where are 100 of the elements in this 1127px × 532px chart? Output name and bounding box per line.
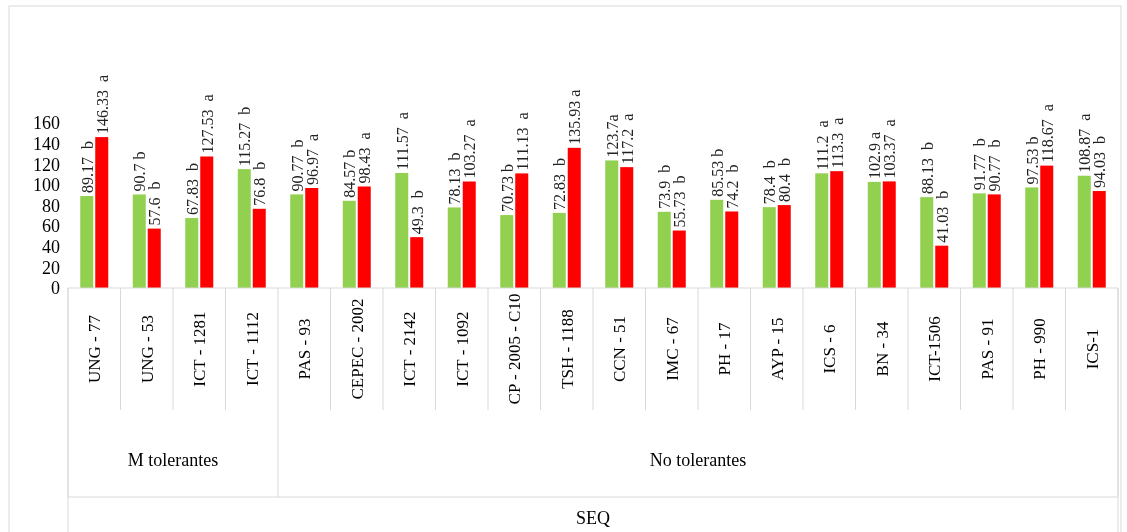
- bar: [815, 173, 829, 288]
- y-tick-label: 60: [42, 216, 60, 237]
- x-tick-label: ICS - 6: [820, 324, 840, 374]
- x-tick-label: TSH - 1188: [557, 309, 577, 389]
- x-tick-label: UNG - 53: [137, 315, 157, 383]
- data-label: 78.13 b: [446, 152, 464, 205]
- data-label: 118.67 a: [1038, 104, 1056, 163]
- data-label: 73.9 b: [656, 164, 674, 209]
- bar: [95, 137, 109, 288]
- x-tick-label: ICT - 1092: [452, 311, 472, 387]
- bar: [762, 207, 776, 288]
- data-label: 84.57 b: [341, 149, 359, 198]
- y-tick-label: 100: [33, 175, 60, 196]
- bar: [290, 194, 304, 288]
- bar: [395, 172, 409, 288]
- bar: [567, 147, 581, 288]
- data-label: 127.53 a: [198, 94, 216, 154]
- data-label: 111.2 a: [813, 120, 831, 171]
- data-label: 98.43 a: [356, 132, 374, 184]
- bar: [830, 171, 844, 288]
- y-tick-label: 160: [33, 113, 60, 134]
- data-label: 102.9 a: [866, 131, 884, 179]
- x-tick-label: AYP - 15: [767, 317, 787, 381]
- data-label: 72.83 b: [551, 157, 569, 210]
- x-tick-label: ICT-1506: [925, 316, 945, 382]
- bar: [132, 194, 146, 288]
- x-tick-label: UNG - 77: [85, 314, 105, 383]
- data-label: 88.13 b: [918, 142, 936, 195]
- data-label: 90.77 b: [288, 139, 306, 192]
- data-label: 49.3 b: [408, 190, 426, 235]
- data-label: 41.03 b: [933, 190, 951, 243]
- bar: [237, 169, 251, 288]
- data-label: 94.03 b: [1091, 136, 1109, 189]
- data-label: 103.27 a: [461, 119, 479, 179]
- data-label: 97.53 b: [1023, 136, 1041, 185]
- x-tick-label: ICS-1: [1082, 328, 1102, 370]
- bar: [882, 181, 896, 288]
- y-tick-label: 120: [33, 154, 60, 175]
- data-label: 115.27 b: [236, 106, 254, 167]
- data-label: 103.37 a: [881, 119, 899, 179]
- bar: [1092, 191, 1106, 288]
- data-label: 146.33 a: [93, 74, 111, 135]
- data-label: 123.7a: [603, 114, 621, 158]
- data-label: 76.8 b: [251, 161, 269, 206]
- x-tick-label: PAS - 91: [977, 318, 997, 380]
- y-tick-label: 80: [42, 195, 60, 216]
- data-label: 111.57 a: [393, 112, 411, 170]
- text: SEQ: [575, 508, 611, 528]
- bar: [447, 207, 461, 288]
- data-label: 135.93 a: [566, 89, 584, 145]
- x-tick-label: CEPEC - 2002: [347, 298, 367, 400]
- data-label: 111.13 a: [513, 112, 531, 171]
- bar: [920, 197, 934, 288]
- x-tick-label: ICT - 1112: [242, 312, 262, 386]
- bar: [605, 160, 619, 288]
- data-label: 85.53 b: [708, 148, 726, 197]
- text: No tolerantes: [649, 449, 747, 470]
- data-label: 78.4 b: [761, 160, 779, 205]
- x-tick-label: ICT - 2142: [400, 311, 420, 387]
- y-tick-label: 20: [42, 257, 60, 278]
- bar: [1077, 175, 1091, 288]
- bar: [867, 181, 881, 288]
- data-label: 80.4 b: [776, 158, 794, 203]
- y-tick-label: 40: [42, 237, 60, 258]
- bar: [342, 200, 356, 288]
- data-label: 70.73 b: [498, 164, 516, 213]
- data-label: 74.2 b: [723, 164, 741, 209]
- x-tick-label: BN - 34: [872, 321, 892, 377]
- x-tick-label: IMC - 67: [662, 316, 682, 381]
- bar: [515, 173, 529, 288]
- bar: [657, 211, 671, 288]
- bar: [1025, 187, 1039, 288]
- y-tick-label: 0: [51, 278, 60, 299]
- bar: [462, 181, 476, 288]
- bar: [972, 193, 986, 288]
- bar: [620, 167, 634, 288]
- bar: [987, 194, 1001, 288]
- data-label: 113.3 a: [828, 117, 846, 169]
- x-tick-label: PH - 990: [1030, 318, 1050, 380]
- data-label: 57.6 b: [146, 181, 164, 226]
- bar: [80, 196, 94, 288]
- bar: [710, 199, 724, 288]
- bar: [552, 212, 566, 288]
- data-label: 117.2 a: [618, 113, 636, 165]
- text: M tolerantes: [127, 449, 219, 470]
- bar: [200, 156, 214, 288]
- data-label: 90.77 b: [986, 139, 1004, 192]
- bar: [777, 205, 791, 288]
- data-label: 90.7 b: [131, 151, 149, 192]
- bar: [410, 237, 424, 288]
- bar: [147, 228, 161, 288]
- bar: [500, 215, 514, 288]
- bar: [357, 186, 371, 288]
- data-label: 67.83 b: [183, 163, 201, 216]
- bar: [1040, 165, 1054, 288]
- data-label: 89.17 b: [78, 141, 96, 194]
- data-label: 96.97 a: [303, 133, 321, 185]
- bar: [935, 245, 949, 288]
- x-tick-label: PAS - 93: [295, 318, 315, 380]
- bar: [305, 188, 319, 288]
